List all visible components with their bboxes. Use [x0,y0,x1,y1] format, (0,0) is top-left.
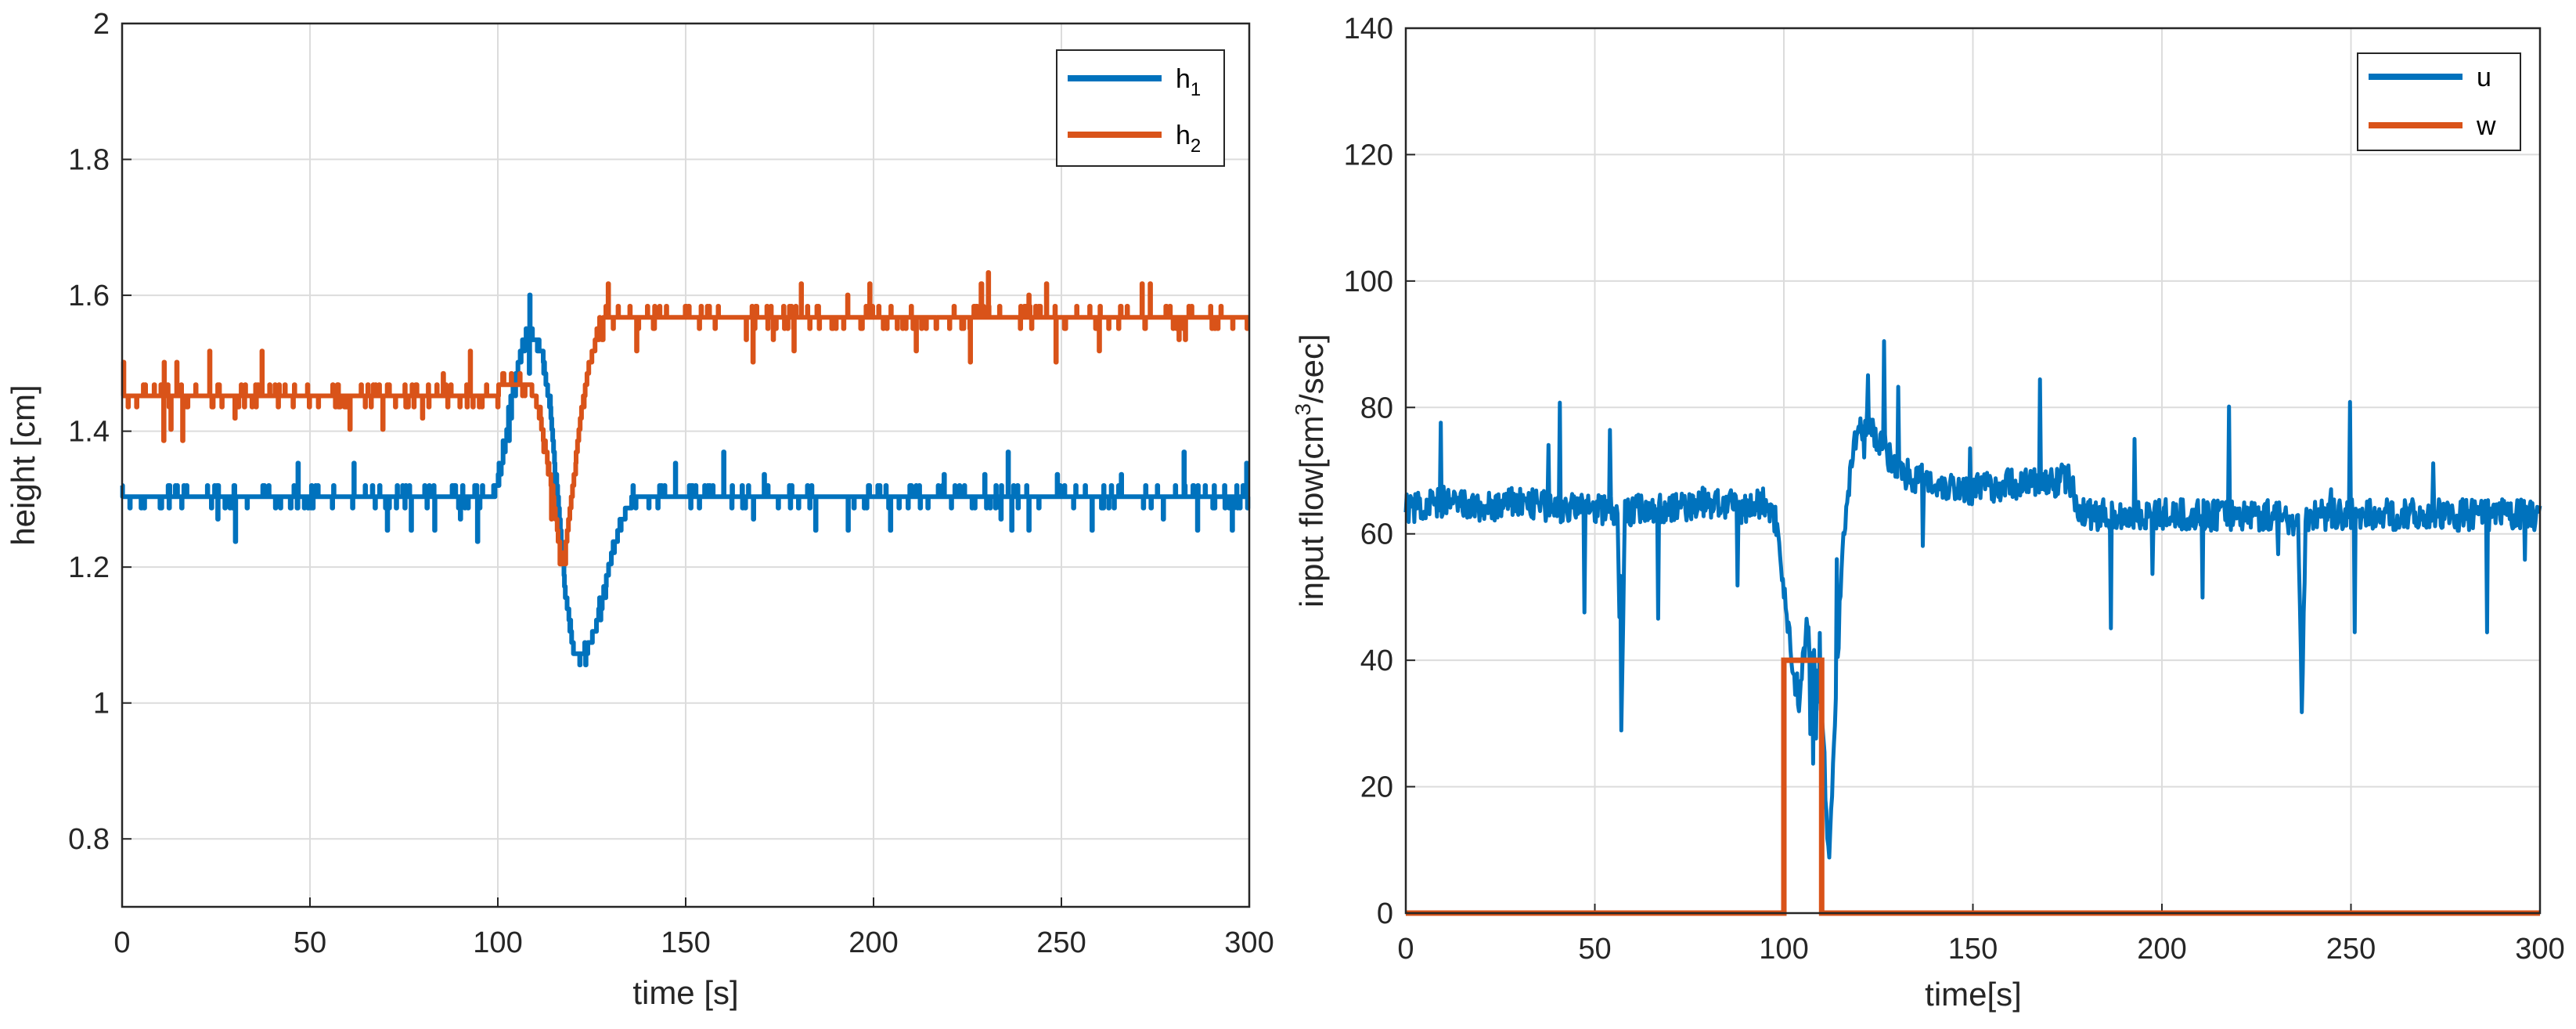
series-line-u [1403,339,2542,860]
legend-label-h2: h2 [1176,121,1201,157]
legend: u w [2357,52,2521,151]
y-label-superscript: 3 [1291,403,1315,416]
x-tick-label: 100 [1759,933,1808,966]
y-tick-labels: 0 20 40 60 80 100 120 140 [1344,13,1393,930]
legend: h1 h2 [1056,49,1225,167]
input-flow-chart: 0 50 100 150 200 250 300 0 20 40 60 80 100 120 140 ti… [1291,13,2565,1013]
y-tick-label: 20 [1360,771,1393,804]
y-tick-label: 1.4 [68,416,110,449]
y-tick-label: 0.8 [68,823,110,856]
x-tick-labels: 0 50 100 150 200 250 300 [113,926,1274,959]
y-tick-label: 0 [1377,897,1393,930]
x-tick-label: 0 [1397,933,1414,966]
legend-h1-base: h [1176,64,1191,94]
legend-label-u: u [2477,63,2491,92]
y-tick-label: 1.8 [68,144,110,177]
series-line-h1 [120,292,1251,668]
x-tick-label: 250 [1036,926,1086,959]
legend-label-w: w [2476,111,2496,141]
legend-box [1056,49,1225,167]
height-chart: 0 50 100 150 200 250 300 0.8 1 1.2 1.4 1.6 1.8 2 tim… [5,8,1274,1011]
y-tick-label: 60 [1360,518,1393,551]
data-series [120,270,1251,668]
plot-frame [1404,27,2542,915]
x-axis-label: time [s] [632,974,738,1011]
x-tick-label: 150 [1948,933,1998,966]
y-tick-label: 1.2 [68,551,110,584]
y-tick-label: 1 [93,688,110,720]
x-tick-labels: 0 50 100 150 200 250 300 [1397,933,2564,966]
x-axis-label: time[s] [1925,976,2022,1013]
x-tick-label: 0 [113,926,130,959]
y-tick-label: 140 [1344,13,1393,45]
x-tick-label: 50 [1578,933,1611,966]
y-tick-label: 120 [1344,139,1393,172]
y-tick-label: 40 [1360,644,1393,677]
x-tick-label: 200 [2137,933,2186,966]
grid-lines [121,23,1250,907]
y-tick-labels: 0.8 1 1.2 1.4 1.6 1.8 2 [68,8,110,856]
y-label-suffix: /sec] [1293,334,1330,403]
legend-label-h1: h1 [1176,64,1201,100]
x-tick-label: 100 [473,926,522,959]
x-tick-label: 250 [2326,933,2376,966]
x-tick-label: 300 [2515,933,2564,966]
legend-h2-sub: 2 [1191,135,1201,157]
y-axis-label: input flow[cm3/sec] [1291,334,1330,607]
plot-frame [121,22,1251,908]
x-tick-label: 150 [661,926,710,959]
x-tick-label: 50 [294,926,326,959]
y-axis-label: height [cm] [5,385,41,545]
legend-box [2357,52,2521,151]
y-tick-label: 2 [93,8,110,41]
y-tick-label: 1.6 [68,280,110,312]
y-tick-label: 80 [1360,392,1393,424]
legend-h2-base: h [1176,121,1191,150]
series-line-h2 [120,270,1251,567]
legend-h1-sub: 1 [1191,79,1201,100]
y-tick-label: 100 [1344,265,1393,298]
y-label-prefix: input flow[cm [1293,416,1330,608]
x-tick-label: 300 [1224,926,1274,959]
x-tick-label: 200 [848,926,898,959]
